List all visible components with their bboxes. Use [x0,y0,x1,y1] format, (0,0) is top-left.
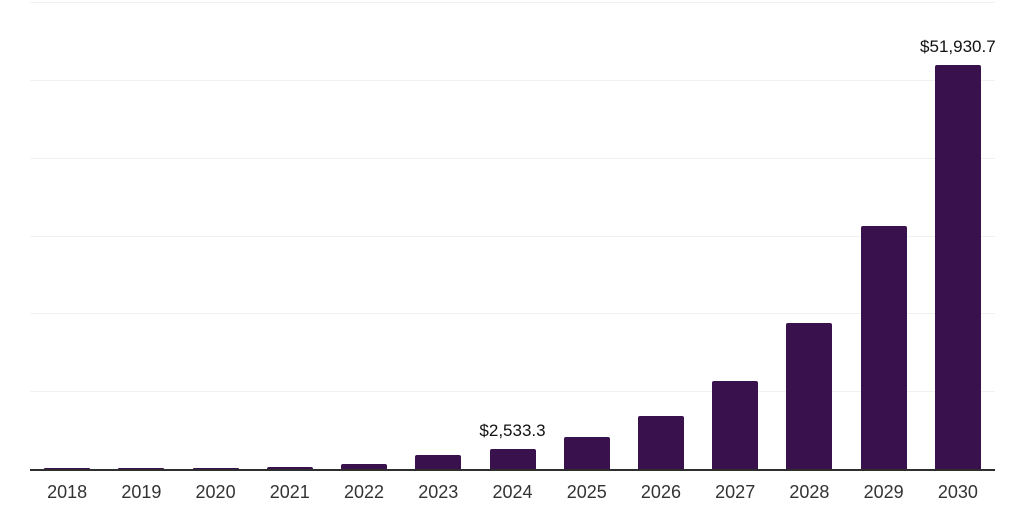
bar-2022[interactable] [341,463,388,469]
x-tick-2025: 2025 [566,482,607,502]
x-tick-2026: 2026 [640,482,681,502]
plot-area: $2,533.3 $51,930.7 [30,2,996,471]
x-tick-2028: 2028 [789,482,830,502]
bar-2029[interactable] [860,226,907,469]
x-tick-2030: 2030 [937,482,978,502]
x-tick-2023: 2023 [418,482,459,502]
x-tick-2018: 2018 [47,482,88,502]
bar-2020[interactable] [192,467,239,469]
x-tick-2021: 2021 [269,482,310,502]
bar-2023[interactable] [415,454,462,469]
bar-2025[interactable] [563,436,610,469]
bar-2028[interactable] [786,322,833,469]
x-tick-2019: 2019 [121,482,162,502]
gridline [30,391,995,393]
bar-2026[interactable] [637,415,684,469]
gridline [30,2,995,3]
x-axis-line [30,469,995,471]
bar-2027[interactable] [712,381,759,469]
bar-2030[interactable] [934,64,981,469]
gridline [30,235,995,237]
x-tick-2024: 2024 [492,482,533,502]
gridline [30,79,995,81]
bar-value-label-2030: $51,930.7 [920,36,996,56]
bar-2021[interactable] [266,466,313,469]
gridline [30,313,995,315]
x-tick-2029: 2029 [863,482,904,502]
bar-2018[interactable] [44,468,91,469]
bar-2024[interactable] [489,449,536,469]
x-tick-2022: 2022 [344,482,385,502]
x-tick-2020: 2020 [195,482,236,502]
bar-2019[interactable] [118,468,165,469]
x-tick-2027: 2027 [715,482,756,502]
gridline [30,157,995,159]
x-axis-tick-labels: 2018 2019 2020 2021 2022 2023 2024 2025 2026 2027… [30,482,995,508]
bar-value-label-2024: $2,533.3 [479,421,546,441]
